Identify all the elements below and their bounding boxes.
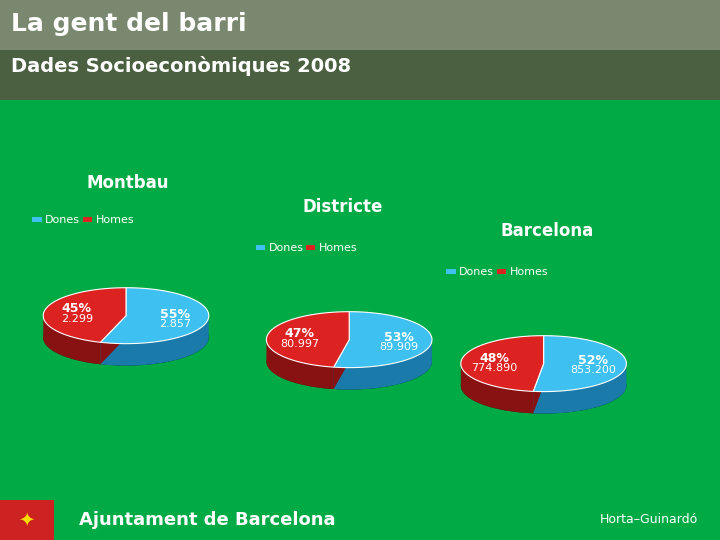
Text: 774.890: 774.890: [471, 363, 517, 373]
Text: 853.200: 853.200: [570, 365, 616, 375]
Text: Montbau: Montbau: [86, 174, 169, 192]
Text: Dones: Dones: [269, 243, 304, 253]
Ellipse shape: [461, 357, 626, 414]
Bar: [256, 245, 265, 251]
Text: Ajuntament de Barcelona: Ajuntament de Barcelona: [79, 511, 336, 529]
Ellipse shape: [266, 334, 432, 390]
Ellipse shape: [43, 309, 209, 366]
Bar: [497, 269, 506, 274]
Text: Homes: Homes: [510, 267, 549, 276]
Bar: [0, 0, 720, 50]
Text: 45%: 45%: [62, 302, 92, 315]
Polygon shape: [333, 339, 432, 389]
Polygon shape: [534, 363, 626, 414]
Polygon shape: [333, 340, 349, 389]
Polygon shape: [43, 288, 126, 342]
Bar: [306, 245, 315, 251]
Text: Dones: Dones: [459, 267, 495, 276]
Text: 52%: 52%: [578, 354, 608, 367]
Text: Districte: Districte: [302, 198, 383, 216]
Polygon shape: [43, 315, 100, 365]
Text: 48%: 48%: [479, 352, 509, 365]
Text: Barcelona: Barcelona: [500, 222, 594, 240]
Polygon shape: [534, 336, 626, 392]
Bar: [32, 217, 42, 222]
Text: La gent del barri: La gent del barri: [11, 12, 246, 36]
Bar: [83, 217, 92, 222]
Text: 55%: 55%: [160, 308, 190, 321]
Bar: [0, 50, 720, 100]
Text: 2.299: 2.299: [61, 314, 93, 323]
Text: 47%: 47%: [284, 327, 315, 340]
Text: Dones: Dones: [45, 215, 81, 225]
Text: Homes: Homes: [96, 215, 135, 225]
Bar: [0, 500, 54, 540]
Text: Horta–Guinardó: Horta–Guinardó: [600, 513, 698, 526]
Text: 2.857: 2.857: [159, 319, 191, 329]
Polygon shape: [266, 339, 333, 389]
Polygon shape: [333, 340, 349, 389]
Bar: [446, 269, 456, 274]
Text: 53%: 53%: [384, 330, 413, 343]
Polygon shape: [461, 336, 544, 392]
Text: Dades Socioeconòmiques 2008: Dades Socioeconòmiques 2008: [11, 56, 351, 76]
Polygon shape: [266, 312, 349, 367]
Text: 89.909: 89.909: [379, 342, 418, 352]
Text: ✦: ✦: [19, 510, 35, 529]
Polygon shape: [100, 316, 126, 364]
Polygon shape: [534, 363, 544, 413]
Text: Homes: Homes: [319, 243, 358, 253]
Polygon shape: [534, 363, 544, 413]
Polygon shape: [100, 316, 126, 364]
Text: 80.997: 80.997: [280, 339, 319, 349]
Polygon shape: [461, 362, 534, 413]
Polygon shape: [333, 312, 432, 368]
Polygon shape: [100, 288, 209, 343]
Polygon shape: [100, 314, 209, 366]
